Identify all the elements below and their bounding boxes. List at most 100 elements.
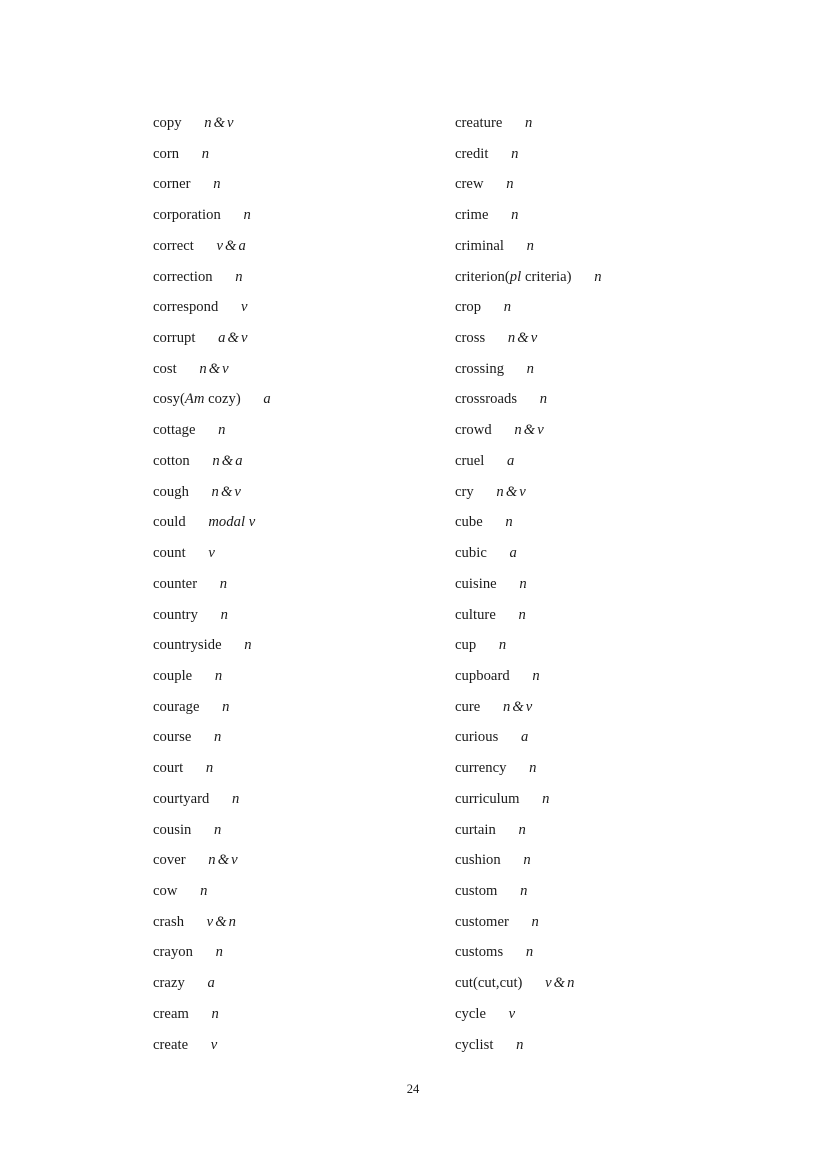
vocabulary-entry: curriculum n: [455, 784, 753, 815]
vocabulary-entry: cousin n: [153, 815, 455, 846]
vocabulary-entry: curious a: [455, 722, 753, 753]
entry-part-of-speech: a: [207, 975, 215, 992]
entry-headword: crop: [455, 299, 482, 316]
entry-part-of-speech: n & v: [208, 852, 238, 869]
ampersand: &: [505, 483, 518, 500]
entry-headword: copy: [153, 115, 182, 131]
entry-part-of-speech: n: [222, 698, 230, 715]
vocabulary-entry: country n: [153, 600, 455, 631]
entry-part-of-speech: v & a: [216, 237, 246, 254]
vocabulary-entry: cosy(Am cozy) a: [153, 384, 455, 415]
entry-part-of-speech: n: [526, 237, 535, 254]
entry-headword: curriculum: [455, 790, 520, 807]
entry-part-of-speech: n: [214, 821, 222, 838]
ampersand: &: [213, 115, 225, 131]
vocabulary-entry: cotton n & a: [153, 446, 455, 477]
entry-headword: countryside: [153, 637, 222, 654]
vocabulary-entry: court n: [153, 753, 455, 784]
vocabulary-entry: crash v & n: [153, 907, 455, 938]
entry-headword: could: [153, 514, 186, 531]
entry-headword: count: [153, 545, 186, 562]
entry-headword: cosy(Am cozy): [153, 391, 241, 407]
entry-part-of-speech: n: [518, 606, 526, 623]
ampersand: &: [523, 422, 536, 439]
vocabulary-entry: crazy a: [153, 968, 455, 999]
entry-part-of-speech: n & a: [212, 452, 243, 469]
entry-headword: create: [153, 1036, 189, 1053]
vocabulary-entry: cry n & v: [455, 477, 753, 508]
vocabulary-entry: cough n & v: [153, 477, 455, 508]
entry-part-of-speech: n: [243, 207, 251, 224]
entry-part-of-speech: n: [525, 944, 534, 961]
entry-part-of-speech: n: [542, 790, 550, 807]
entry-part-of-speech: n: [529, 760, 537, 777]
entry-headword: curious: [455, 729, 499, 746]
entry-headword: crowd: [455, 422, 492, 439]
entry-headword: cure: [455, 698, 481, 715]
vocabulary-entry: cubic a: [455, 538, 753, 569]
entry-part-of-speech: v: [240, 299, 248, 316]
entry-part-of-speech: n & v: [211, 483, 241, 500]
vocabulary-entry: create v: [153, 1030, 455, 1061]
entry-part-of-speech: n & v: [514, 422, 544, 439]
vocabulary-entry: customs n: [455, 937, 753, 968]
vocabulary-entry: corner n: [153, 169, 455, 200]
vocabulary-entry: cow n: [153, 876, 455, 907]
entry-headword: correct: [153, 237, 194, 254]
vocabulary-entry: cupboard n: [455, 661, 753, 692]
vocabulary-entry: course n: [153, 722, 455, 753]
entry-headword: cotton: [153, 452, 190, 469]
entry-headword: course: [153, 729, 192, 746]
vocabulary-entry: copy n & v: [153, 108, 455, 139]
entry-part-of-speech: v & n: [545, 975, 575, 992]
headword-roman-part: criterion(: [455, 268, 510, 285]
entry-part-of-speech: n & v: [507, 330, 538, 347]
entry-headword: cousin: [153, 821, 192, 838]
entry-part-of-speech: n: [232, 790, 240, 807]
entry-headword: corrupt: [153, 330, 196, 347]
vocabulary-entry: cyclist n: [455, 1030, 753, 1061]
entry-headword: curtain: [455, 821, 496, 838]
entry-part-of-speech: n: [532, 667, 540, 684]
vocabulary-entry: correspond v: [153, 292, 455, 323]
vocabulary-entry: cost n & v: [153, 354, 455, 385]
entry-headword: customs: [455, 944, 504, 961]
entry-headword: criterion(pl criteria): [455, 269, 572, 285]
entry-headword: currency: [455, 760, 507, 777]
entry-part-of-speech: n: [498, 637, 507, 654]
vocabulary-entry: cup n: [455, 630, 753, 661]
headword-roman-part: cozy): [204, 391, 241, 408]
vocabulary-entry: countryside n: [153, 630, 455, 661]
vocabulary-entry: counter n: [153, 569, 455, 600]
entry-part-of-speech: n: [519, 575, 527, 592]
ampersand: &: [220, 483, 233, 500]
entry-headword: crazy: [153, 975, 185, 992]
entry-part-of-speech: modal v: [208, 514, 256, 531]
entry-headword: courtyard: [153, 790, 210, 807]
ampersand: &: [227, 330, 239, 347]
entry-part-of-speech: n: [213, 176, 221, 193]
entry-part-of-speech: n: [594, 268, 602, 285]
entry-headword: cross: [455, 330, 486, 347]
entry-part-of-speech: n: [201, 145, 210, 162]
entry-headword: crew: [455, 176, 484, 193]
entry-headword: counter: [153, 575, 198, 592]
entry-part-of-speech: n: [244, 637, 252, 654]
vocabulary-entry: custom n: [455, 876, 753, 907]
entry-headword: cushion: [455, 852, 501, 869]
vocabulary-entry: crop n: [455, 292, 753, 323]
vocabulary-entry: corrupt a & v: [153, 323, 455, 354]
ampersand: &: [215, 913, 227, 930]
entry-part-of-speech: a: [507, 452, 515, 469]
page-number: 24: [406, 1082, 420, 1096]
vocabulary-entry: crayon n: [153, 937, 455, 968]
entry-headword: cupboard: [455, 667, 510, 684]
entry-headword: crime: [455, 207, 489, 224]
headword-italic-part: pl: [509, 268, 522, 285]
entry-part-of-speech: n & v: [199, 360, 229, 377]
vocabulary-entry: could modal v: [153, 507, 455, 538]
entry-part-of-speech: a: [520, 729, 529, 746]
entry-part-of-speech: n: [503, 299, 512, 316]
entry-headword: corn: [153, 145, 180, 162]
entry-headword: cycle: [455, 1005, 487, 1022]
